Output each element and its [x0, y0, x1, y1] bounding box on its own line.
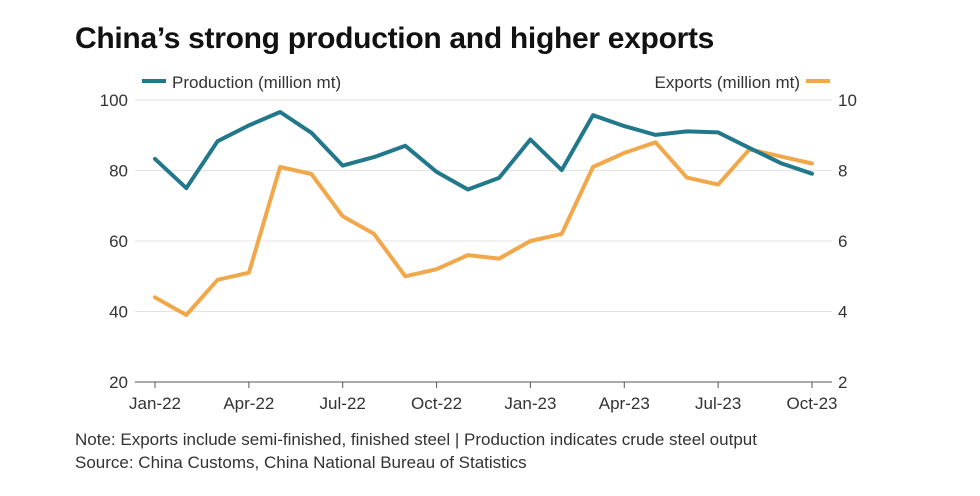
source-text: Source: China Customs, China National Bu… [75, 453, 527, 472]
x-tick-label: Jul-23 [695, 394, 741, 413]
y-left-tick-label: 40 [109, 303, 128, 322]
x-tick-label: Oct-23 [786, 394, 837, 413]
y-right-tick-label: 8 [838, 162, 847, 181]
grid-layer [135, 99, 832, 312]
exports-legend-label: Exports (million mt) [655, 73, 800, 92]
y-left-tick-label: 80 [109, 162, 128, 181]
production-legend-label: Production (million mt) [172, 73, 341, 92]
x-tick-label: Jul-22 [320, 394, 366, 413]
series-layer [153, 110, 814, 317]
production-series-line [153, 110, 814, 192]
x-tick-label: Jan-23 [504, 394, 556, 413]
y-right-tick-label: 2 [838, 373, 847, 392]
x-tick-label: Apr-23 [599, 394, 650, 413]
note-text: Note: Exports include semi-finished, fin… [75, 430, 757, 449]
chart-notes: Note: Exports include semi-finished, fin… [75, 428, 757, 474]
chart-title: China’s strong production and higher exp… [75, 22, 715, 55]
x-tick-label: Oct-22 [411, 394, 462, 413]
y-right-tick-label: 6 [838, 232, 847, 251]
y-right-tick-label: 4 [838, 303, 847, 322]
y-left-tick-label: 20 [109, 373, 128, 392]
y-left-tick-label: 60 [109, 232, 128, 251]
axis-layer: 20 40 60 80 100 2 4 6 8 10 Jan-22 Apr-22 Jul-22 Oct-2… [100, 91, 857, 413]
y-right-tick-label: 10 [838, 91, 857, 110]
exports-series-line [153, 140, 814, 317]
x-tick-label: Jan-22 [129, 394, 181, 413]
line-chart: 20 40 60 80 100 2 4 6 8 10 Jan-22 Apr-22 Jul-22 Oct-2… [100, 73, 857, 413]
legend: Production (million mt) Exports (million … [142, 73, 830, 92]
y-left-tick-label: 100 [100, 91, 128, 110]
x-tick-label: Apr-22 [223, 394, 274, 413]
